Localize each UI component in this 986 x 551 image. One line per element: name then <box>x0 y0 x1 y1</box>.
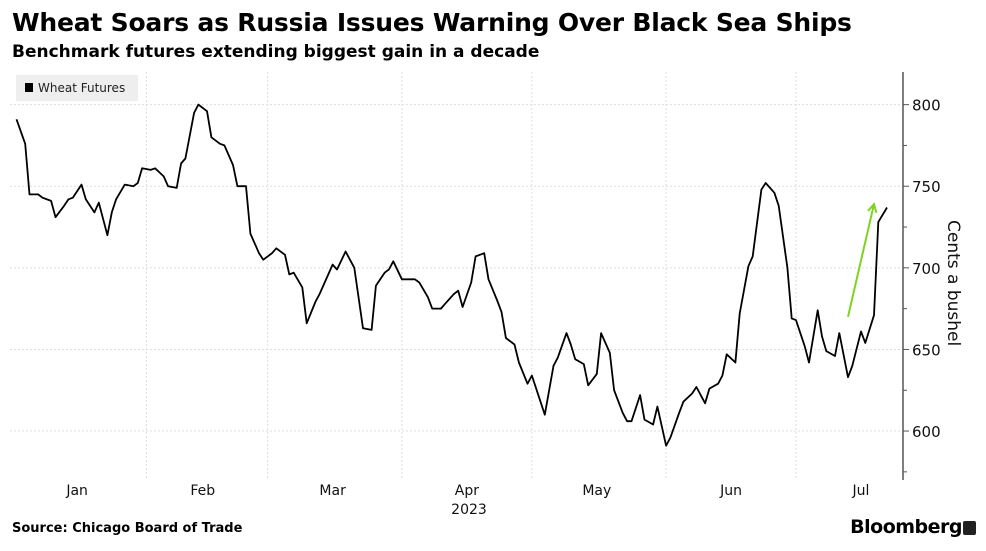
source-note: Source: Chicago Board of Trade <box>12 521 243 536</box>
x-tick-label: May <box>582 483 611 499</box>
legend-box <box>16 75 138 101</box>
arrow-shaft <box>847 203 875 318</box>
legend: Wheat Futures <box>16 75 138 101</box>
x-tick-label: Jun <box>719 483 742 499</box>
x-tick-label: Jan <box>65 483 88 499</box>
x-tick-label: Jul <box>852 483 870 499</box>
legend-label: Wheat Futures <box>38 81 125 95</box>
y-tick-label: 700 <box>912 260 941 278</box>
chart-title: Wheat Soars as Russia Issues Warning Ove… <box>12 8 852 37</box>
y-tick-label: 650 <box>912 341 941 359</box>
trend-arrow <box>847 202 878 318</box>
x-tick-label: Apr <box>455 483 479 499</box>
x-axis-year-label: 2023 <box>451 502 487 518</box>
gridlines <box>10 72 903 480</box>
x-tick-label: Mar <box>319 483 346 499</box>
y-tick-label: 800 <box>912 97 941 115</box>
bloomberg-chart-icon <box>963 521 976 535</box>
y-axis: 600 650 700 750 800 <box>902 72 941 480</box>
legend-swatch <box>25 83 33 92</box>
chart-subtitle: Benchmark futures extending biggest gain… <box>12 42 540 62</box>
bloomberg-logo: Bloomberg <box>850 516 962 538</box>
y-tick-label: 750 <box>912 178 941 196</box>
y-tick-label: 600 <box>912 423 941 441</box>
arrow-head <box>867 202 878 214</box>
x-axis: Jan Feb Mar Apr May Jun Jul <box>65 483 869 499</box>
x-tick-label: Feb <box>190 483 215 499</box>
series-line-wheat-futures <box>15 103 888 447</box>
y-axis-title: Cents a bushel <box>943 220 963 346</box>
